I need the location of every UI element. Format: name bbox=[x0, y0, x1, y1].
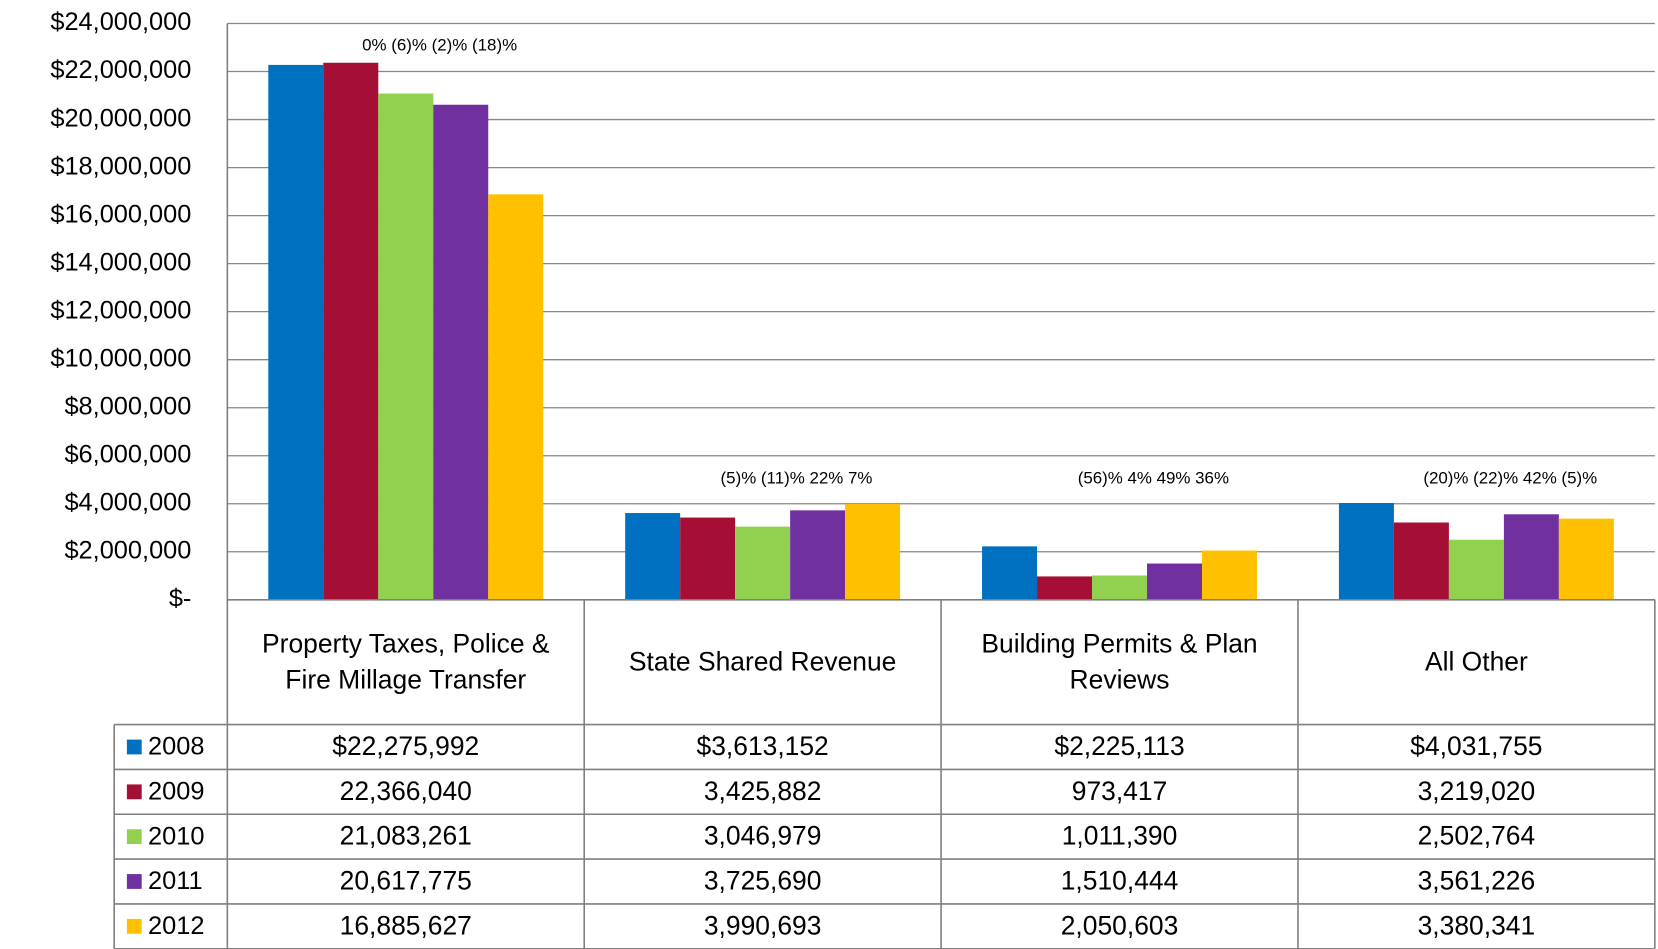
table-value: $22,275,992 bbox=[332, 731, 479, 761]
category-cell: Building Permits & Plan Reviews bbox=[981, 629, 1258, 695]
x-tick-label: State Shared Revenue bbox=[628, 647, 897, 677]
bar bbox=[625, 513, 681, 600]
table-value: 3,380,341 bbox=[1418, 910, 1536, 940]
y-tick-label: $24,000,000 bbox=[50, 8, 191, 36]
table-value: 3,425,882 bbox=[704, 776, 822, 806]
table-value: 20,617,775 bbox=[340, 866, 472, 896]
bar bbox=[378, 93, 434, 600]
x-tick-label: All Other bbox=[1424, 647, 1528, 677]
y-tick-label: $18,000,000 bbox=[50, 152, 191, 180]
table-value: 16,885,627 bbox=[340, 910, 472, 940]
y-tick-label: $14,000,000 bbox=[50, 248, 191, 276]
bar bbox=[1558, 518, 1614, 600]
y-tick-label: $2,000,000 bbox=[64, 536, 191, 564]
category-cell: All Other bbox=[1424, 647, 1528, 677]
legend-label: 2012 bbox=[148, 912, 204, 940]
table-value: 3,219,020 bbox=[1418, 776, 1536, 806]
bar bbox=[1448, 539, 1504, 600]
bar bbox=[1037, 576, 1093, 600]
bar bbox=[1503, 514, 1559, 600]
bar bbox=[1393, 522, 1449, 600]
y-tick-label: $6,000,000 bbox=[64, 440, 191, 468]
table-value: 2,050,603 bbox=[1061, 910, 1179, 940]
y-tick-label: $- bbox=[169, 585, 192, 613]
table-value: 3,046,979 bbox=[704, 821, 822, 851]
legend-label: 2011 bbox=[148, 867, 203, 895]
table-value: $4,031,755 bbox=[1410, 731, 1542, 761]
bar bbox=[488, 194, 544, 600]
table-value: 3,725,690 bbox=[704, 866, 822, 896]
y-tick-label: $20,000,000 bbox=[50, 104, 191, 132]
legend-swatch bbox=[126, 784, 142, 800]
bar bbox=[1147, 563, 1202, 600]
y-tick-label: $12,000,000 bbox=[50, 296, 191, 324]
bar bbox=[268, 64, 324, 600]
legend-label: 2010 bbox=[148, 822, 204, 850]
bar bbox=[1092, 575, 1148, 600]
table-value: 1,011,390 bbox=[1062, 821, 1178, 851]
y-tick-label: $16,000,000 bbox=[50, 200, 191, 228]
legend-swatch bbox=[126, 874, 142, 889]
table-value: 21,083,261 bbox=[340, 821, 472, 851]
bar bbox=[790, 510, 846, 600]
table-value: 1,510,444 bbox=[1061, 866, 1179, 896]
legend-label: 2008 bbox=[148, 733, 204, 761]
category-cell: State Shared Revenue bbox=[628, 647, 897, 677]
table-value: $2,225,113 bbox=[1054, 731, 1184, 761]
table-value: 3,561,226 bbox=[1418, 866, 1536, 896]
legend-swatch bbox=[126, 829, 142, 845]
bar bbox=[323, 62, 379, 600]
table-value: 3,990,693 bbox=[704, 910, 822, 940]
bar bbox=[433, 104, 489, 600]
annotation: (56)% 4% 49% 36% bbox=[1078, 469, 1229, 488]
bar bbox=[735, 526, 791, 600]
y-tick-label: $8,000,000 bbox=[64, 392, 191, 420]
annotation: (5)% (11)% 22% 7% bbox=[721, 469, 873, 488]
y-tick-label: $4,000,000 bbox=[64, 488, 191, 516]
table-value: 22,366,040 bbox=[340, 776, 472, 806]
bar bbox=[680, 517, 736, 600]
x-tick-label: Building Permits & Plan Reviews bbox=[981, 629, 1258, 695]
category-cell: Property Taxes, Police & Fire Millage Tr… bbox=[262, 629, 550, 695]
bar bbox=[982, 546, 1038, 600]
y-tick-label: $22,000,000 bbox=[50, 56, 191, 84]
annotation: (20)% (22)% 42% (5)% bbox=[1423, 469, 1597, 488]
annotation: 0% (6)% (2)% (18)% bbox=[362, 35, 517, 54]
legend-swatch bbox=[126, 918, 142, 934]
table-value: 973,417 bbox=[1072, 776, 1168, 806]
legend-swatch bbox=[126, 739, 142, 755]
bar bbox=[1338, 502, 1394, 600]
table-value: $3,613,152 bbox=[697, 731, 829, 761]
bar bbox=[1201, 550, 1257, 600]
table-value: 2,502,764 bbox=[1418, 821, 1536, 851]
y-tick-label: $10,000,000 bbox=[50, 344, 191, 372]
bar bbox=[845, 503, 901, 600]
x-tick-label: Property Taxes, Police & Fire Millage Tr… bbox=[262, 629, 550, 695]
legend-label: 2009 bbox=[148, 778, 204, 806]
